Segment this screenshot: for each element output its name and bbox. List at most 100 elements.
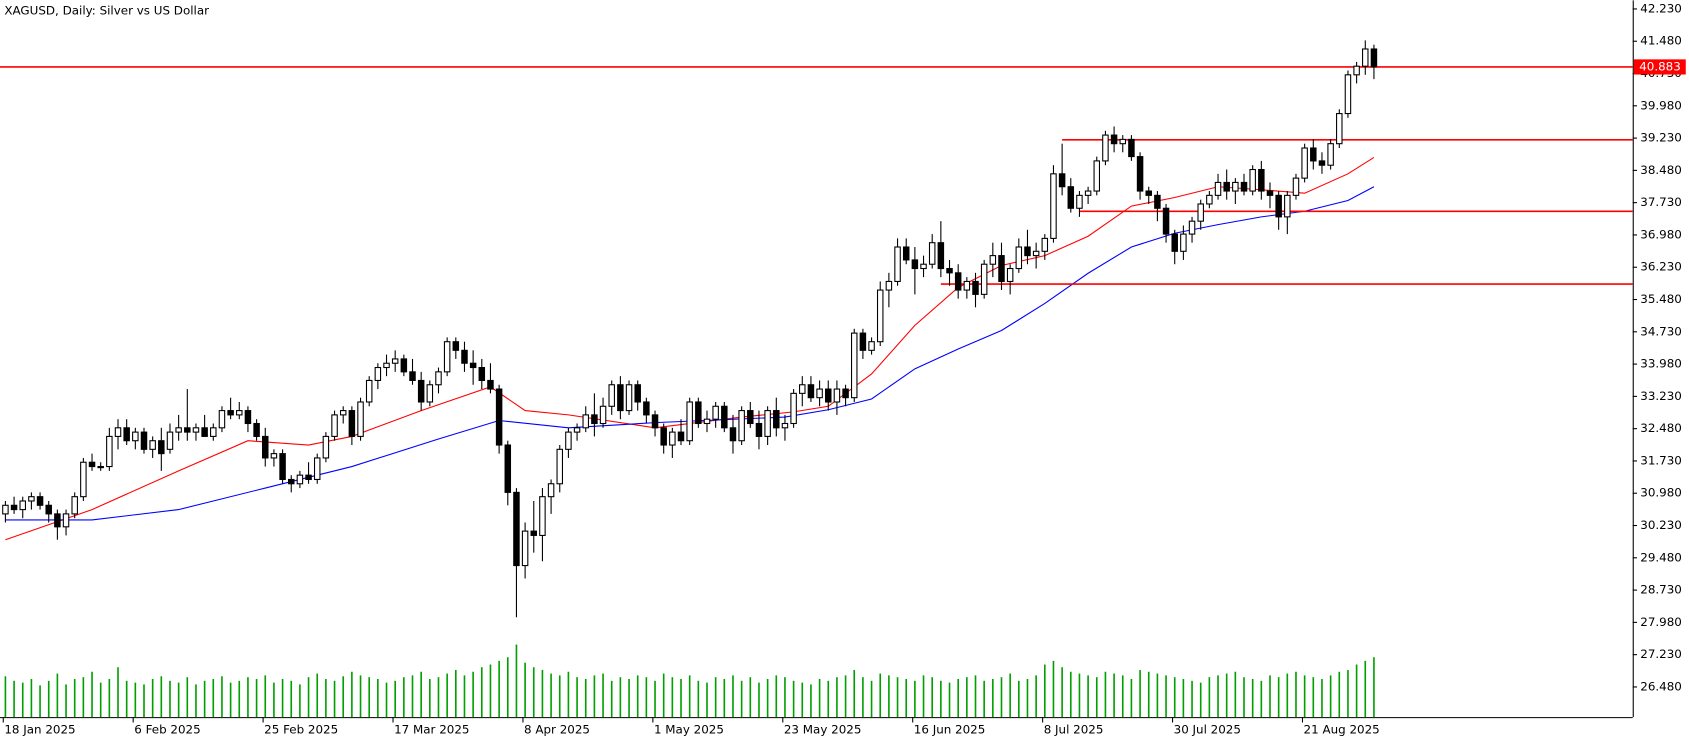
candle-body	[149, 440, 156, 450]
candle-body	[244, 410, 252, 425]
candle-body	[1370, 48, 1378, 68]
candle-body	[19, 500, 26, 511]
candle-body	[1050, 173, 1057, 239]
candle-body	[469, 362, 477, 369]
x-tick-label: 25 Feb 2025	[264, 723, 338, 737]
candle-body	[643, 401, 650, 416]
candle-body	[175, 427, 182, 433]
candle-body	[348, 410, 356, 437]
candle-body	[920, 263, 927, 270]
candle-body	[1284, 194, 1291, 218]
candle-body	[383, 362, 390, 369]
candle-body	[80, 461, 87, 498]
y-tick-label: 42.230	[1640, 1, 1682, 15]
candle-body	[954, 272, 962, 291]
candle-body	[322, 435, 330, 459]
candle-body	[10, 504, 18, 511]
candle-body	[539, 496, 546, 536]
candle-body	[859, 332, 867, 351]
last-price-label: 40.883	[1639, 59, 1681, 73]
candle-body	[617, 384, 624, 412]
candle-body	[634, 384, 641, 403]
y-tick-label: 27.230	[1640, 647, 1682, 661]
y-tick-label: 34.730	[1640, 324, 1682, 338]
candle-body	[452, 341, 460, 351]
candle-body	[850, 332, 858, 399]
candle-body	[712, 405, 719, 420]
candle-body	[54, 513, 61, 528]
candle-body	[331, 414, 338, 437]
candle-body	[825, 388, 832, 403]
last-price-tag	[1633, 59, 1686, 75]
candle-body	[1258, 168, 1265, 192]
candle-body	[1266, 190, 1274, 196]
candle-body	[391, 358, 399, 364]
y-tick-label: 29.480	[1640, 550, 1682, 564]
y-tick-label: 39.230	[1640, 131, 1682, 145]
candle-body	[495, 388, 503, 446]
x-tick-label: 6 Feb 2025	[134, 723, 200, 737]
candle-body	[106, 435, 113, 468]
y-tick-label: 33.230	[1640, 389, 1682, 403]
y-tick-label: 33.980	[1640, 357, 1682, 371]
candle-body	[556, 448, 563, 485]
candle-body	[426, 384, 434, 403]
y-tick-label: 27.980	[1640, 615, 1682, 629]
y-tick-label: 30.980	[1640, 486, 1682, 500]
candle-body	[721, 405, 728, 429]
candle-body	[62, 513, 70, 528]
candle-body	[1188, 220, 1196, 235]
candle-body	[608, 384, 615, 407]
candle-body	[287, 478, 295, 485]
x-tick-label: 8 Apr 2025	[524, 723, 590, 737]
x-tick-label: 21 Aug 2025	[1304, 723, 1380, 737]
candle-body	[695, 401, 702, 425]
candle-body	[1171, 233, 1178, 252]
candle-body	[443, 341, 451, 373]
candle-body	[902, 246, 910, 261]
candle-body	[305, 474, 312, 481]
candle-body	[357, 401, 364, 437]
candle-body	[1119, 138, 1126, 145]
x-tick-label: 1 May 2025	[654, 723, 724, 737]
candle-body	[582, 414, 589, 429]
x-tick-label: 30 Jul 2025	[1174, 723, 1241, 737]
candle-body	[1128, 138, 1135, 158]
candle-body	[1136, 156, 1144, 192]
y-tick-label: 38.480	[1640, 163, 1682, 177]
candle-body	[2, 504, 9, 515]
candle-body	[339, 410, 347, 416]
candle-body	[1162, 207, 1170, 235]
candle-body	[1110, 134, 1118, 145]
candle-body	[253, 422, 260, 437]
candle-body	[296, 474, 304, 485]
candle-body	[599, 405, 607, 425]
candle-body	[1301, 147, 1308, 179]
x-tick-label: 8 Jul 2025	[1044, 723, 1104, 737]
candle-body	[755, 422, 763, 437]
candle-body	[218, 410, 226, 429]
candle-body	[1223, 181, 1230, 192]
candle-body	[980, 263, 988, 295]
candle-body	[738, 410, 745, 442]
candle-body	[669, 431, 676, 446]
candle-body	[989, 255, 997, 265]
candle-body	[894, 246, 901, 282]
y-tick-label: 41.480	[1640, 34, 1682, 48]
candle-body	[1093, 160, 1101, 192]
candle-body	[807, 384, 815, 399]
candle-body	[1249, 168, 1256, 192]
candle-body	[1015, 246, 1023, 270]
candle-body	[885, 280, 893, 291]
candle-body	[36, 496, 44, 506]
candle-body	[313, 457, 321, 481]
candle-body	[816, 388, 823, 399]
x-tick-label: 17 Mar 2025	[394, 723, 469, 737]
candle-body	[651, 414, 659, 429]
y-tick-label: 39.980	[1640, 98, 1682, 112]
candle-body	[132, 431, 139, 442]
candle-body	[660, 427, 667, 446]
candle-body	[565, 431, 572, 450]
